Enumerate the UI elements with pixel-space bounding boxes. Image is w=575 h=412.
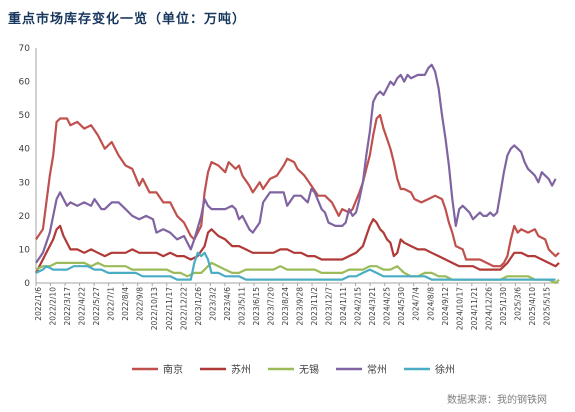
legend-label-常州: 常州 [367, 363, 387, 376]
x-tick-label: 2023/1/26 [194, 287, 203, 326]
y-tick-label: 0 [24, 279, 30, 289]
legend-label-无锡: 无锡 [299, 363, 319, 376]
x-tick-label: 2024/4/25 [383, 287, 392, 326]
x-tick-label: 2023/11/2 [310, 287, 319, 326]
series-line-苏州 [35, 218, 560, 274]
x-tick-label: 2025/1/30 [499, 287, 508, 326]
legend: 南京 苏州 无锡 常州 徐州 [132, 363, 455, 376]
x-tick-label: 2023/12/7 [325, 287, 334, 326]
y-axis-ticks: 0 10 20 30 40 50 60 70 [19, 44, 31, 289]
x-tick-label: 2025/5/15 [542, 287, 551, 326]
series-lines [35, 63, 560, 285]
y-tick-label: 50 [19, 111, 31, 121]
x-tick-label: 2024/2/15 [354, 287, 363, 326]
x-tick-label: 2025/4/10 [528, 287, 537, 326]
y-tick-label: 60 [19, 78, 31, 88]
chart-title: 重点市场库存变化一览（单位：万吨） [8, 12, 247, 27]
x-tick-label: 2024/1/11 [339, 287, 348, 326]
y-tick-label: 40 [19, 145, 31, 155]
x-tick-label: 2023/3/2 [208, 287, 217, 321]
axes [35, 48, 559, 284]
x-tick-label: 2024/10/17 [455, 287, 464, 330]
x-tick-label: 2022/4/22 [78, 287, 87, 326]
y-tick-label: 20 [19, 212, 31, 222]
legend-label-徐州: 徐州 [435, 363, 455, 376]
x-tick-label: 2023/8/24 [281, 287, 290, 326]
x-tick-label: 2024/12/26 [484, 287, 493, 330]
y-tick-label: 30 [19, 178, 31, 188]
x-tick-label: 2024/11/21 [470, 287, 479, 330]
x-tick-label: 2024/8/8 [426, 287, 435, 321]
x-tick-label: 2024/9/12 [441, 287, 450, 326]
x-tick-label: 2023/7/20 [266, 287, 275, 326]
x-tick-label: 2022/3/17 [63, 287, 72, 326]
series-line-常州 [35, 63, 557, 264]
x-tick-label: 2023/4/6 [223, 287, 232, 321]
x-tick-label: 2023/9/28 [296, 287, 305, 326]
x-tick-label: 2022/1/6 [34, 287, 43, 321]
series-line-南京 [35, 114, 560, 268]
series-line-徐州 [35, 251, 556, 281]
x-tick-label: 2022/8/4 [121, 287, 130, 321]
y-tick-label: 70 [19, 44, 31, 54]
x-tick-label: 2023/6/15 [252, 287, 261, 326]
x-tick-label: 2024/5/30 [397, 287, 406, 326]
x-tick-label: 2022/9/8 [136, 287, 145, 321]
x-tick-label: 2022/10/13 [150, 287, 159, 330]
x-tick-label: 2024/3/21 [368, 287, 377, 326]
x-tick-label: 2022/12/22 [179, 287, 188, 330]
data-source: 数据来源：我的钢铁网 [447, 395, 547, 406]
x-tick-label: 2022/7/1 [107, 287, 116, 321]
x-tick-label: 2022/5/27 [92, 287, 101, 326]
x-tick-label: 2025/3/6 [513, 287, 522, 321]
y-tick-label: 10 [19, 245, 31, 255]
legend-label-南京: 南京 [163, 363, 183, 376]
x-tick-label: 2024/7/4 [412, 287, 421, 321]
x-tick-label: 2022/2/10 [49, 287, 58, 326]
legend-label-苏州: 苏州 [231, 363, 251, 376]
x-tick-label: 2023/5/11 [237, 287, 246, 326]
x-tick-label: 2022/11/17 [165, 287, 174, 330]
x-axis-ticks: 2022/1/6 2022/2/10 2022/3/17 2022/4/22 2022/… [34, 283, 551, 330]
